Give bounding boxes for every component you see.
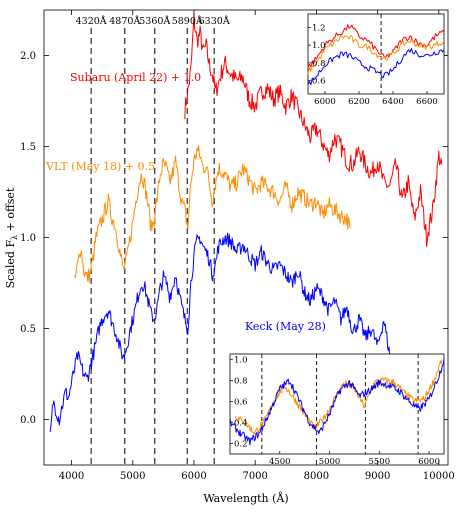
inset0-y-tick-label-0: 0.6 bbox=[312, 77, 326, 87]
inset1-y-tick-label-4: 1.0 bbox=[234, 355, 248, 365]
y-tick-label-4: 2.0 bbox=[20, 51, 36, 62]
x-tick-label-6: 10000 bbox=[423, 471, 455, 482]
inset0-x-tick-label-1: 6200 bbox=[348, 97, 370, 107]
x-tick-label-3: 7000 bbox=[242, 471, 267, 482]
x-axis-title: Wavelength (Å) bbox=[203, 491, 288, 505]
reference-line-label-1: 4870Å bbox=[109, 15, 140, 27]
inset-bottom-right: 4500 5000 5500 6000 0.2 0.4 0.6 0.8 1.0 bbox=[229, 354, 445, 467]
series-label-0: Subaru (April 22) + 1.0 bbox=[70, 71, 201, 84]
reference-line-label-4: 6330Å bbox=[199, 15, 230, 27]
series-line-1 bbox=[74, 145, 351, 283]
inset1-y-tick-label-1: 0.4 bbox=[234, 418, 248, 428]
inset-bottom-right-frame bbox=[229, 353, 445, 455]
y-tick-label-0: 0.0 bbox=[20, 415, 36, 426]
inset0-x-tick-label-2: 6400 bbox=[382, 97, 404, 107]
inset1-y-tick-label-3: 0.8 bbox=[234, 376, 248, 386]
y-tick-label-2: 1.0 bbox=[20, 233, 36, 244]
reference-line-label-0: 4320Å bbox=[76, 15, 107, 27]
inset1-x-tick-label-3: 6000 bbox=[418, 457, 440, 467]
x-tick-label-4: 8000 bbox=[304, 471, 329, 482]
inset0-x-tick-label-0: 6000 bbox=[314, 97, 336, 107]
inset0-y-tick-label-1: 0.8 bbox=[312, 59, 326, 69]
x-tick-label-0: 4000 bbox=[59, 471, 84, 482]
inset0-x-tick-label-3: 6600 bbox=[416, 97, 438, 107]
inset1-x-tick-label-2: 5500 bbox=[368, 457, 390, 467]
inset0-y-tick-label-2: 1.0 bbox=[312, 41, 326, 51]
inset0-y-tick-label-3: 1.2 bbox=[312, 23, 326, 33]
inset0-series-line-1 bbox=[307, 35, 445, 75]
main-axis-ticks: 4000 5000 6000 7000 8000 9000 10000 0.0 0.5 1.0 1.… bbox=[20, 10, 455, 482]
y-tick-label-3: 1.5 bbox=[20, 142, 36, 153]
series-label-2: Keck (May 28) bbox=[245, 320, 326, 333]
inset1-x-tick-label-0: 4500 bbox=[269, 457, 291, 467]
x-tick-label-1: 5000 bbox=[120, 471, 145, 482]
main-series-group bbox=[49, 12, 443, 433]
series-line-0 bbox=[184, 12, 443, 248]
series-label-1: VLT (May 18) + 0.5 bbox=[45, 160, 155, 173]
series-labels: Subaru (April 22) + 1.0 VLT (May 18) + 0.… bbox=[45, 71, 326, 333]
inset0-series-line-2 bbox=[307, 48, 445, 86]
reference-line-label-2: 5360Å bbox=[139, 15, 170, 27]
x-tick-label-5: 9000 bbox=[365, 471, 390, 482]
series-line-2 bbox=[49, 232, 397, 433]
inset-top-right: 6000 6200 6400 6600 0.6 0.8 1.0 1.2 bbox=[307, 14, 445, 107]
inset1-series-line-1 bbox=[229, 359, 445, 446]
inset1-y-tick-label-2: 0.6 bbox=[234, 397, 248, 407]
reference-line-label-3: 5890Å bbox=[172, 15, 203, 27]
y-axis-title: Scaled Fλ + offset bbox=[4, 187, 19, 288]
x-tick-label-2: 6000 bbox=[181, 471, 206, 482]
inset1-y-tick-label-0: 0.2 bbox=[234, 439, 248, 449]
y-tick-label-1: 0.5 bbox=[20, 324, 36, 335]
inset1-x-tick-label-1: 5000 bbox=[319, 457, 341, 467]
